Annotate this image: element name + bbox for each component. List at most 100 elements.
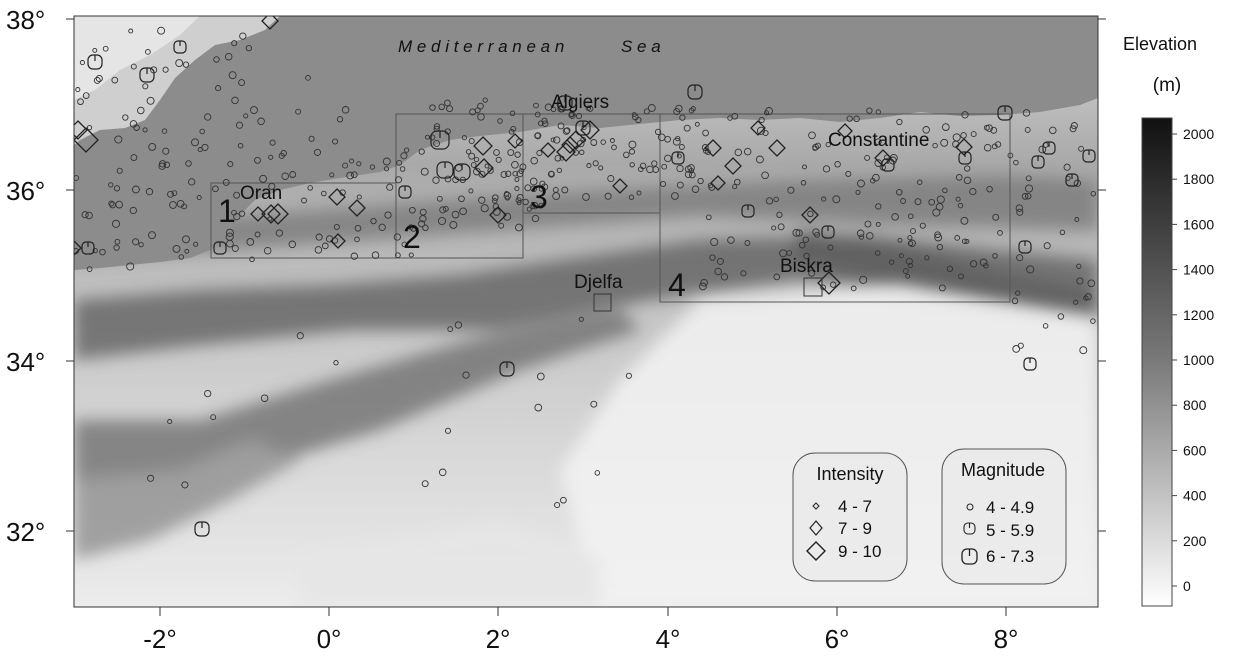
epicenter-marker — [514, 151, 521, 158]
epicenter-marker — [522, 198, 529, 206]
epicenter-marker — [95, 74, 103, 83]
epicenter-marker — [834, 161, 841, 168]
epicenter-marker — [514, 186, 520, 192]
colorbar-tick-label: 0 — [1183, 578, 1191, 594]
epicenter-marker — [421, 480, 429, 488]
epicenter-marker — [224, 52, 233, 61]
epicenter-marker — [113, 185, 121, 192]
epicenter-marker — [661, 163, 668, 170]
epicenter-marker — [647, 104, 656, 112]
epicenter-marker — [197, 147, 203, 153]
epicenter-marker — [482, 97, 488, 103]
epicenter-marker — [985, 124, 993, 132]
epicenter-marker — [888, 259, 895, 265]
epicenter-marker — [1084, 293, 1092, 301]
epicenter-marker — [321, 190, 327, 197]
intensity-marker — [261, 16, 279, 30]
epicenter-marker — [519, 163, 527, 171]
epicenter-marker — [473, 156, 480, 163]
epicenter-marker — [582, 193, 590, 201]
epicenter-marker — [684, 170, 692, 179]
epicenter-marker — [590, 400, 598, 408]
intensity-marker — [328, 188, 346, 206]
epicenter-marker — [855, 189, 861, 195]
epicenter-marker — [418, 220, 426, 228]
epicenter-marker — [1090, 318, 1096, 324]
epicenter-marker — [792, 228, 801, 237]
epicenter-marker — [225, 232, 234, 241]
colorbar-tick-label: 600 — [1183, 442, 1207, 458]
epicenter-marker — [594, 470, 601, 476]
epicenter-marker — [676, 153, 682, 159]
epicenter-marker — [651, 160, 658, 167]
epicenter-marker — [955, 196, 961, 202]
epicenter-marker — [508, 128, 515, 135]
intensity-large-symbol — [806, 541, 826, 561]
epicenter-marker — [492, 194, 499, 201]
epicenter-marker — [1024, 126, 1031, 133]
epicenter-marker — [541, 183, 549, 191]
epicenter-marker — [161, 128, 168, 134]
epicenter-marker — [657, 133, 666, 142]
epicenter-marker — [936, 243, 944, 251]
epicenter-marker — [442, 205, 449, 212]
map-canvas — [74, 16, 1098, 607]
epicenter-marker — [964, 238, 970, 244]
epicenter-marker — [992, 213, 1000, 221]
epicenter-marker — [762, 129, 769, 137]
epicenter-marker — [516, 170, 524, 178]
epicenter-marker — [393, 233, 401, 241]
epicenter-marker — [687, 164, 695, 172]
intensity-marker — [267, 203, 289, 225]
epicenter-marker — [147, 474, 155, 482]
epicenter-marker — [419, 215, 427, 223]
legend-magnitude-item: 4 - 4.9 — [986, 498, 1034, 517]
epicenter-marker — [870, 177, 876, 184]
epicenter-marker — [910, 228, 916, 235]
x-tick-label: 0° — [317, 624, 342, 654]
epicenter-marker — [577, 139, 585, 148]
epicenter-marker — [964, 165, 971, 172]
epicenter-marker — [213, 56, 220, 63]
legend-magnitude-item: 5 - 5.9 — [986, 521, 1034, 540]
epicenter-marker — [787, 186, 795, 194]
epicenter-marker — [957, 202, 964, 209]
epicenter-marker — [238, 79, 246, 87]
epicenter-marker — [210, 414, 217, 421]
epicenter-marker — [825, 141, 831, 148]
epicenter-marker — [676, 164, 684, 173]
epicenter-marker — [1016, 208, 1024, 216]
epicenter-marker — [675, 135, 681, 142]
epicenter-marker — [93, 76, 101, 84]
epicenter-marker — [866, 232, 874, 240]
epicenter-marker — [451, 210, 460, 219]
epicenter-marker — [182, 61, 190, 68]
epicenter-marker — [239, 32, 247, 40]
epicenter-marker — [552, 192, 561, 201]
epicenter-marker — [495, 156, 502, 163]
intensity-marker — [540, 142, 556, 158]
epicenter-marker — [732, 184, 738, 190]
epicenter-marker — [800, 180, 807, 186]
epicenter-marker — [924, 255, 930, 261]
epicenter-marker — [1042, 323, 1049, 329]
epicenter-marker — [86, 124, 93, 131]
epicenter-marker — [575, 113, 583, 120]
epicenter-marker — [664, 154, 672, 163]
epicenter-marker — [289, 171, 297, 178]
epicenter-marker — [727, 236, 735, 244]
epicenter-marker — [679, 114, 686, 121]
epicenter-marker — [705, 149, 711, 155]
epicenter-marker — [454, 321, 463, 329]
epicenter-marker — [1025, 175, 1032, 182]
epicenter-marker — [821, 196, 827, 202]
zone-number: 4 — [668, 267, 686, 303]
epicenter-marker — [227, 161, 234, 168]
epicenter-marker — [79, 60, 85, 66]
epicenter-marker — [853, 115, 860, 123]
epicenter-marker — [900, 198, 907, 204]
epicenter-marker — [171, 190, 178, 196]
epicenter-marker — [111, 76, 119, 84]
epicenter-marker — [660, 180, 667, 188]
epicenter-marker — [979, 258, 988, 267]
